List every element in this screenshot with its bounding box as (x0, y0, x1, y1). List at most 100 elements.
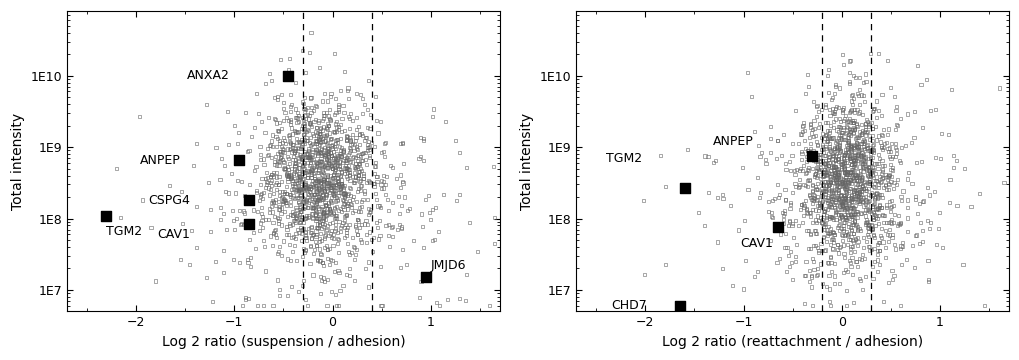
Point (427, 205, 443, 211)
Point (316, 187, 332, 193)
Point (352, 166, 368, 171)
Point (315, 215, 331, 220)
Point (309, 257, 325, 262)
Point (853, 92, 869, 98)
Point (826, 165, 843, 170)
Point (279, 179, 296, 184)
Point (990, 85, 1007, 91)
Point (872, 192, 889, 198)
Point (147, 278, 163, 284)
Point (834, 201, 850, 206)
Point (307, 129, 323, 135)
Point (319, 206, 335, 212)
Point (860, 171, 876, 177)
Point (818, 171, 835, 177)
Point (833, 130, 849, 135)
Point (285, 243, 302, 248)
Point (322, 209, 338, 215)
Point (226, 227, 243, 233)
Point (320, 152, 336, 157)
Point (394, 180, 411, 186)
Point (303, 143, 319, 149)
Point (826, 190, 843, 196)
Point (825, 170, 842, 176)
Point (301, 155, 317, 161)
Point (289, 183, 306, 188)
Point (808, 161, 824, 166)
Point (845, 168, 861, 174)
Point (300, 154, 316, 160)
Point (284, 183, 301, 189)
Point (330, 159, 346, 165)
Point (834, 127, 850, 133)
Point (314, 136, 330, 141)
Point (344, 197, 361, 203)
Point (346, 141, 363, 147)
Point (824, 229, 841, 235)
Point (869, 257, 886, 263)
Point (811, 261, 827, 267)
Point (874, 185, 891, 190)
Point (782, 167, 798, 173)
Point (275, 118, 291, 123)
Point (298, 129, 314, 134)
Point (325, 171, 341, 177)
Point (299, 160, 315, 166)
Point (311, 118, 327, 123)
Point (226, 122, 243, 128)
Point (328, 181, 344, 187)
Point (416, 244, 432, 250)
Point (817, 172, 834, 178)
Point (822, 260, 839, 266)
Point (343, 159, 360, 165)
Point (787, 108, 803, 113)
Point (849, 157, 865, 163)
Point (328, 216, 344, 221)
Point (768, 138, 785, 144)
Point (307, 167, 323, 172)
Point (285, 217, 302, 223)
Point (278, 199, 294, 205)
Point (298, 238, 314, 244)
Point (354, 158, 370, 163)
Point (869, 195, 886, 201)
Point (323, 143, 339, 149)
Point (804, 303, 820, 309)
Point (282, 283, 299, 289)
Point (323, 143, 339, 149)
Point (291, 174, 308, 180)
Point (287, 157, 304, 162)
Point (304, 123, 320, 129)
Point (260, 114, 276, 120)
Point (880, 171, 897, 177)
Point (276, 109, 292, 115)
Point (881, 148, 898, 154)
Point (284, 178, 301, 184)
Point (826, 106, 843, 112)
Point (825, 231, 842, 237)
Point (205, 299, 221, 305)
Point (313, 226, 329, 232)
Point (840, 224, 856, 229)
Point (834, 181, 850, 186)
Point (308, 212, 324, 218)
Point (267, 181, 283, 187)
Point (356, 190, 372, 196)
Point (793, 124, 809, 130)
Point (870, 240, 887, 246)
Point (769, 194, 786, 200)
Point (315, 206, 331, 212)
Point (839, 144, 855, 150)
Point (848, 193, 864, 198)
Point (868, 216, 884, 221)
Point (817, 132, 834, 138)
Point (784, 277, 800, 283)
Point (284, 212, 301, 218)
Point (892, 221, 908, 226)
Point (829, 170, 846, 175)
Point (794, 219, 810, 225)
Point (835, 159, 851, 165)
Point (856, 256, 872, 261)
Point (297, 121, 313, 127)
Point (846, 110, 862, 116)
